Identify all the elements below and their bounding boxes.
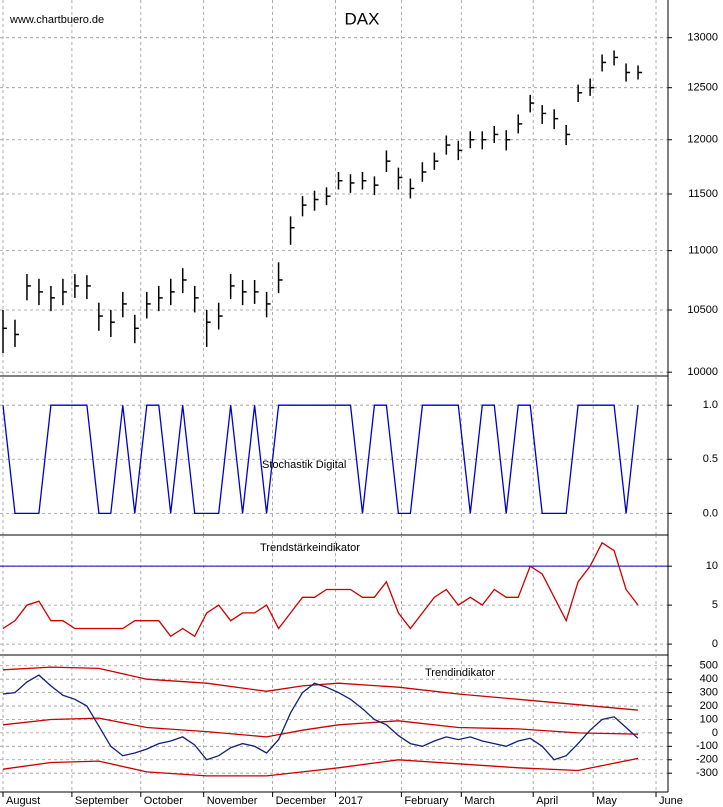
series-line	[2, 541, 639, 638]
panel-title: DAX	[345, 9, 380, 28]
x-tick-label: August	[6, 795, 40, 807]
y-tick-label: 10000	[687, 366, 718, 378]
series-line	[2, 717, 639, 738]
panel-title: Stochastik Digital	[262, 459, 346, 471]
y-tick-label: 400	[700, 673, 718, 685]
x-tick-label: March	[464, 795, 495, 807]
y-tick-label: 100	[700, 713, 718, 725]
x-tick-label: June	[659, 795, 683, 807]
y-tick-label: 11500	[688, 188, 718, 200]
y-tick-label: 13000	[687, 32, 718, 44]
x-tick-label: November	[207, 795, 258, 807]
y-tick-label: 200	[700, 700, 718, 712]
x-tick-label: December	[276, 795, 327, 807]
y-tick-label: -200	[696, 754, 718, 766]
series-line	[2, 674, 639, 761]
y-tick-label: 0.5	[703, 453, 718, 465]
x-tick-label: 2017	[338, 795, 362, 807]
series-line	[2, 404, 639, 515]
y-tick-label: 12500	[687, 82, 718, 94]
x-tick-label: February	[404, 795, 449, 807]
y-tick-label: 0	[712, 638, 718, 650]
y-tick-label: 300	[700, 687, 718, 699]
y-tick-label: -100	[696, 740, 718, 752]
x-tick-label: October	[144, 795, 183, 807]
series-line	[2, 757, 639, 777]
y-tick-label: 11000	[688, 245, 718, 257]
y-tick-label: -300	[696, 767, 718, 779]
series-line	[2, 666, 639, 711]
y-tick-label: 10500	[687, 304, 718, 316]
source: www.chartbuero.de	[9, 14, 104, 26]
y-tick-label: 5	[712, 599, 718, 611]
y-tick-label: 12000	[687, 134, 718, 146]
x-tick-label: April	[536, 795, 558, 807]
panel-title: Trendindikator	[425, 667, 495, 679]
y-tick-label: 500	[700, 660, 718, 672]
x-tick-label: September	[75, 795, 129, 807]
y-tick-label: 0.0	[703, 507, 718, 519]
y-tick-label: 1.0	[703, 399, 718, 411]
y-tick-label: 10	[706, 560, 718, 572]
x-tick-label: May	[596, 795, 617, 807]
panel-title: Trendstärkeindikator	[260, 542, 360, 554]
y-tick-label: 0	[712, 727, 718, 739]
